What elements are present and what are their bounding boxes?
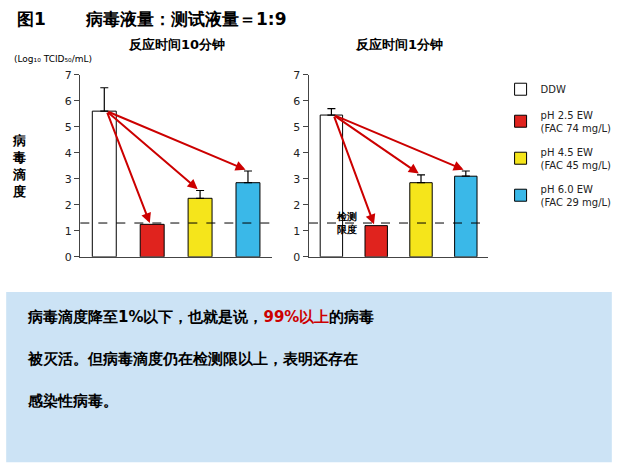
svg-text:病毒液量：测试液量＝1:9: 病毒液量：测试液量＝1:9 [85,9,286,29]
svg-text:1: 1 [65,225,72,238]
svg-text:DDW: DDW [541,84,566,95]
svg-text:6: 6 [65,95,72,108]
svg-text:7: 7 [293,69,300,82]
svg-text:病毒滴度: 病毒滴度 [12,133,26,199]
svg-text:3: 3 [293,173,300,186]
svg-text:感染性病毒。: 感染性病毒。 [27,392,118,410]
svg-text:5: 5 [293,121,300,134]
svg-text:5: 5 [65,121,72,134]
svg-text:2: 2 [65,199,72,212]
svg-text:pH 4.5 EW(FAC 45 mg/L): pH 4.5 EW(FAC 45 mg/L) [541,147,611,171]
svg-text:7: 7 [65,69,72,82]
svg-text:被灭活。但病毒滴度仍在检测限以上，表明还存在: 被灭活。但病毒滴度仍在检测限以上，表明还存在 [27,350,358,368]
svg-text:3: 3 [65,173,72,186]
svg-text:图1: 图1 [17,9,46,29]
svg-text:1: 1 [293,225,300,238]
svg-text:4: 4 [65,147,72,160]
svg-text:(Log₁₀ TCID₅₀/mL): (Log₁₀ TCID₅₀/mL) [14,54,92,64]
svg-text:2: 2 [293,199,300,212]
svg-text:反应时间1分钟: 反应时间1分钟 [355,37,443,52]
svg-text:pH 2.5 EW(FAC 74 mg/L): pH 2.5 EW(FAC 74 mg/L) [541,110,611,134]
svg-text:6: 6 [293,95,300,108]
svg-text:0: 0 [65,251,72,264]
svg-text:0: 0 [293,251,300,264]
svg-text:检测限度: 检测限度 [336,211,357,235]
svg-text:4: 4 [293,147,300,160]
svg-text:病毒滴度降至1%以下，也就是说，99%以上的病毒: 病毒滴度降至1%以下，也就是说，99%以上的病毒 [27,308,374,326]
svg-text:pH 6.0 EW(FAC 29 mg/L): pH 6.0 EW(FAC 29 mg/L) [541,184,611,208]
svg-text:反应时间10分钟: 反应时间10分钟 [128,37,225,52]
